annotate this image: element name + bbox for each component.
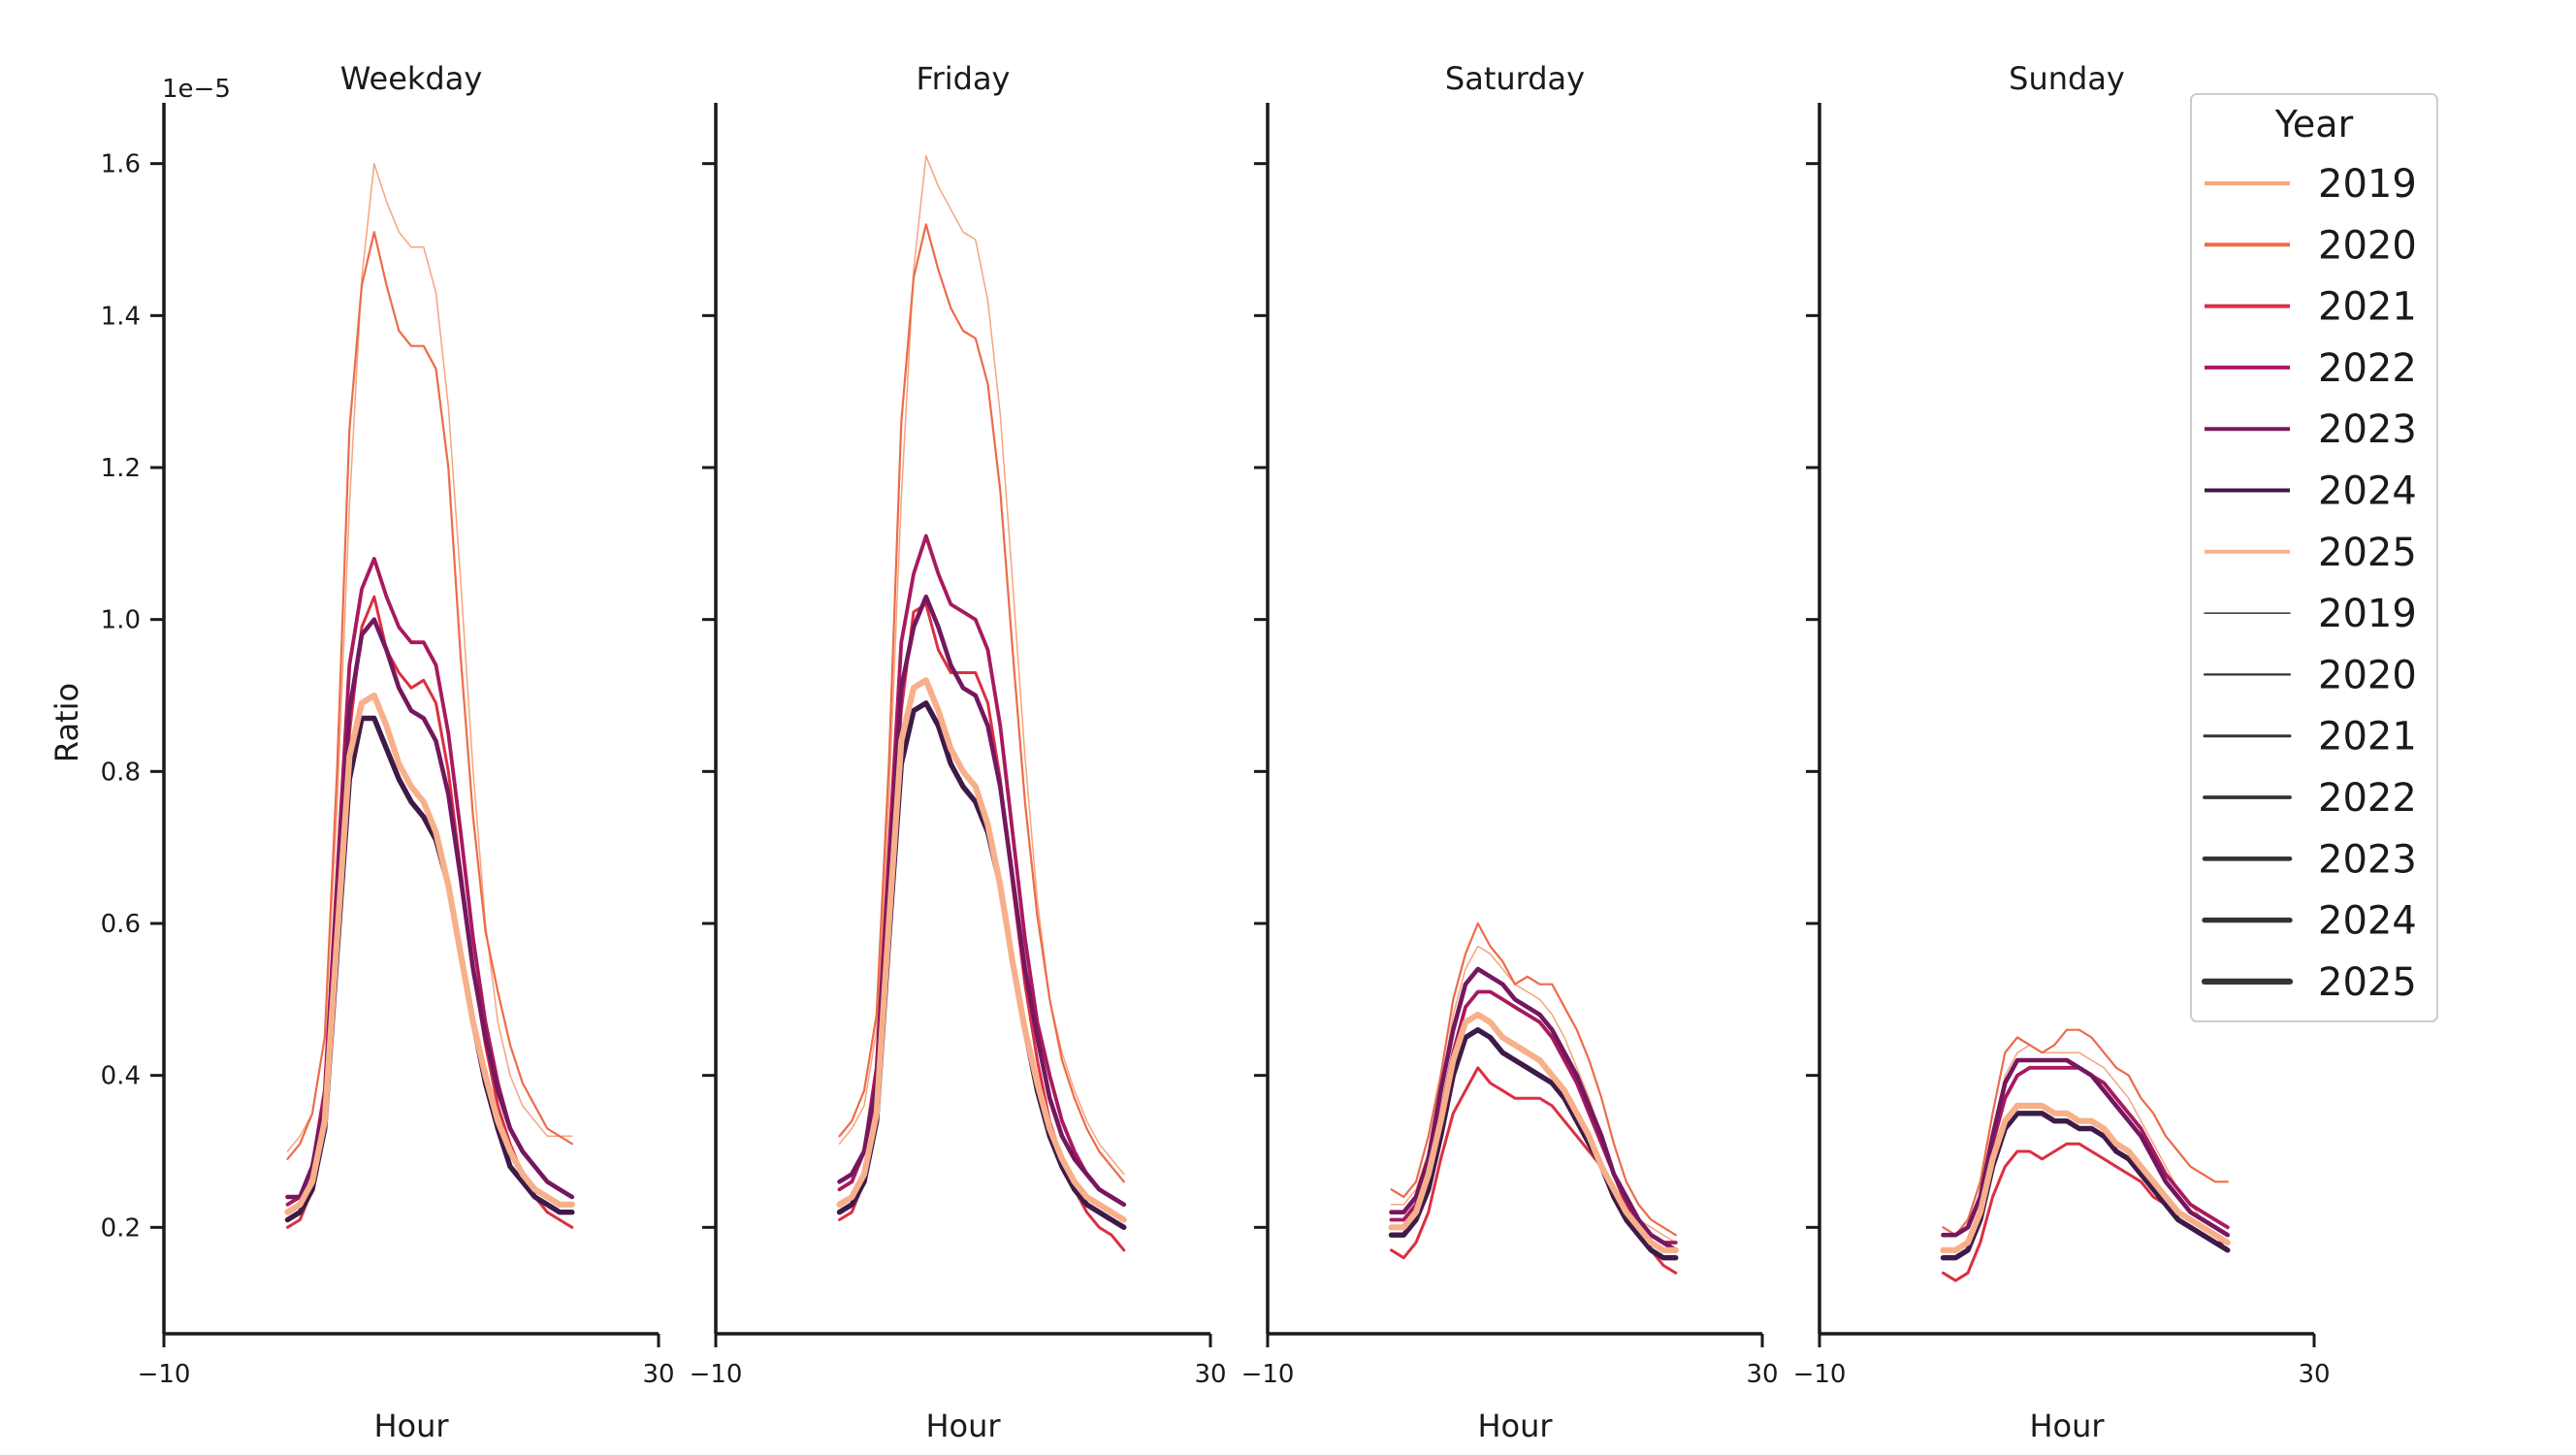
- y-tick-label: 1.6: [101, 150, 141, 179]
- legend-hue-label-2022: 2022: [2318, 346, 2417, 391]
- y-tick-label: 1.2: [101, 454, 141, 483]
- x-axis-label: Hour: [2029, 1407, 2105, 1444]
- legend-size-label-2023: 2023: [2318, 837, 2417, 882]
- legend-size-label-2024: 2024: [2318, 899, 2417, 944]
- x-tick-label: 30: [1194, 1360, 1226, 1389]
- panel-title: Saturday: [1445, 60, 1585, 97]
- legend-size-label-2025: 2025: [2318, 960, 2417, 1005]
- panel-title: Sunday: [2009, 60, 2125, 97]
- series-line-2024: [1388, 1026, 1679, 1261]
- series-line-2020: [1942, 1028, 2229, 1237]
- y-tick-label: 0.2: [101, 1213, 141, 1243]
- legend-hue-label-2020: 2020: [2318, 223, 2417, 268]
- series-line-2020: [1390, 922, 1677, 1237]
- panel-weekday: Weekday 0.2 0.4 0.6 0.8 1.0 1.2 1.4 1.6 −10 30 Hour: [101, 60, 675, 1444]
- y-tick-label: 1.4: [101, 302, 141, 331]
- legend-size-label-2020: 2020: [2318, 653, 2417, 697]
- y-tick-label: 0.6: [101, 910, 141, 939]
- x-axis-label: Hour: [373, 1407, 449, 1444]
- x-tick-label: −10: [690, 1360, 743, 1389]
- panel-friday: Friday −10 30 Hour: [690, 60, 1227, 1444]
- series-line-2023: [1389, 966, 1679, 1253]
- x-axis-label: Hour: [925, 1407, 1001, 1444]
- x-tick-label: 30: [642, 1360, 674, 1389]
- y-tick-label: 0.4: [101, 1062, 141, 1091]
- series-line-2020: [286, 231, 573, 1160]
- legend-size-label-2019: 2019: [2318, 592, 2417, 636]
- series-line-2025: [284, 692, 575, 1215]
- legend-frame: [2190, 93, 2438, 1022]
- panel-title: Friday: [917, 60, 1011, 97]
- x-axis-label: Hour: [1477, 1407, 1553, 1444]
- y-tick-label: 1.0: [101, 606, 141, 635]
- legend-hue-label-2024: 2024: [2318, 469, 2417, 514]
- panel-sunday: Sunday −10 30 Hour: [1793, 60, 2331, 1444]
- series-line-2022: [285, 557, 574, 1207]
- panels-layer: Weekday 0.2 0.4 0.6 0.8 1.0 1.2 1.4 1.6 −10 30 Hour…: [101, 60, 2331, 1444]
- x-tick-label: 30: [1746, 1360, 1778, 1389]
- panel-saturday: Saturday −10 30 Hour: [1241, 60, 1779, 1444]
- x-tick-label: −10: [1241, 1360, 1295, 1389]
- x-tick-label: −10: [1793, 1360, 1847, 1389]
- legend-size-label-2022: 2022: [2318, 776, 2417, 821]
- series-line-2025: [1388, 1011, 1679, 1253]
- series-line-2019: [286, 162, 573, 1152]
- series-line-2023: [1941, 1057, 2231, 1238]
- series-line-2019: [1390, 945, 1677, 1244]
- panel-title: Weekday: [340, 60, 483, 97]
- legend-hue-label-2021: 2021: [2318, 285, 2417, 330]
- legend-hue-label-2023: 2023: [2318, 407, 2417, 452]
- y-scale-label: 1e−5: [162, 75, 231, 104]
- x-tick-label: 30: [2298, 1360, 2330, 1389]
- legend-hue-label-2019: 2019: [2318, 162, 2417, 207]
- y-tick-label: 0.8: [101, 758, 141, 787]
- legend: Year 2019 2020 2021 2022 2023 2024 2025 2019 202…: [2190, 93, 2438, 1022]
- series-line-2025: [1940, 1102, 2231, 1253]
- legend-title: Year: [2274, 103, 2354, 146]
- x-tick-label: −10: [138, 1360, 191, 1389]
- y-axis-label: Ratio: [48, 683, 85, 762]
- series-line-2019: [838, 155, 1125, 1176]
- legend-entries: 2019 2020 2021 2022 2023 2024 2025 2019 2020 2021…: [2201, 162, 2417, 1005]
- legend-hue-label-2025: 2025: [2318, 531, 2417, 575]
- series-line-2025: [836, 677, 1127, 1223]
- legend-size-label-2021: 2021: [2318, 715, 2417, 760]
- series-line-2020: [838, 223, 1125, 1183]
- series-line-2022: [837, 534, 1126, 1207]
